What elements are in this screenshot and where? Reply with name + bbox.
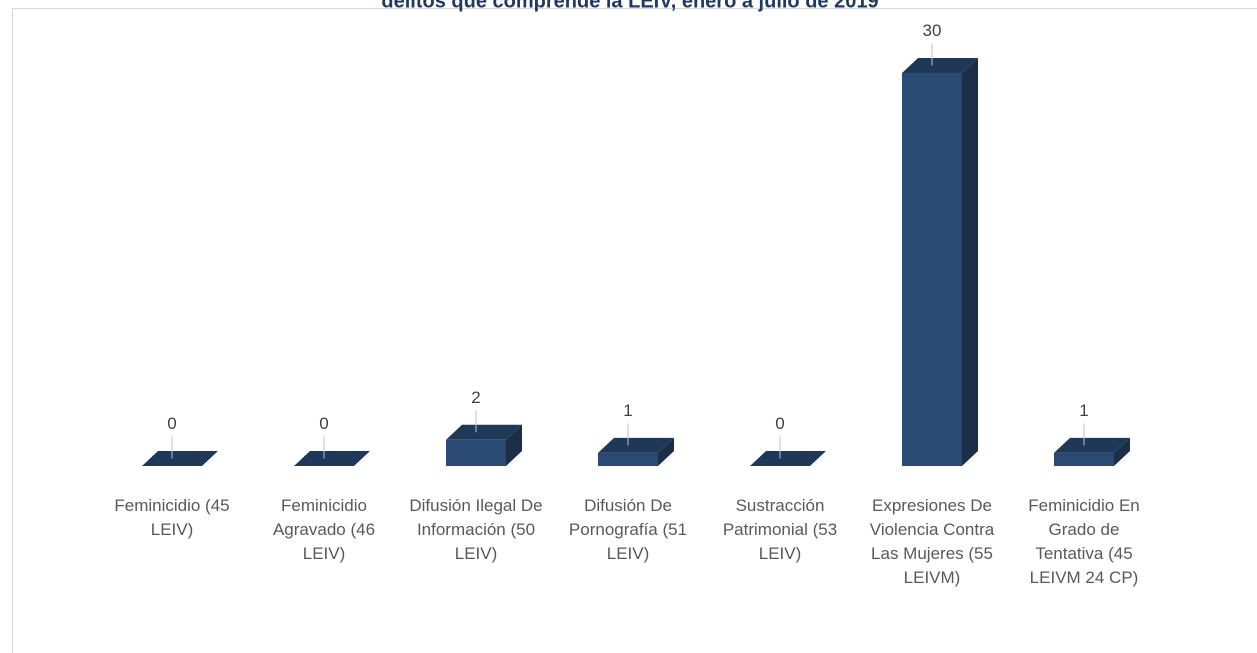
value-label: 1	[1079, 401, 1088, 420]
bar-front	[1054, 452, 1114, 466]
bar-side	[506, 424, 522, 466]
bar-top	[446, 424, 522, 440]
bar-front	[902, 73, 962, 466]
bar-side	[1114, 437, 1130, 466]
bar-top	[598, 437, 674, 453]
bar	[294, 451, 370, 466]
bar	[750, 451, 826, 466]
value-label: 0	[319, 414, 328, 433]
x-tick-label: Feminicidio En Grado de Tentativa (45 LE…	[1028, 496, 1140, 587]
bar-front	[446, 439, 506, 466]
x-tick-label: Expresiones De Violencia Contra Las Muje…	[869, 496, 995, 587]
bar	[1054, 437, 1130, 466]
chart-title: delitos que comprende la LEIV, enero a j…	[381, 0, 878, 12]
x-tick-label: Difusión Ilegal De Información (50 LEIV)	[409, 496, 543, 563]
value-label: 0	[167, 414, 176, 433]
bar-top	[142, 451, 218, 466]
bar-top	[1054, 437, 1130, 453]
bar	[446, 424, 522, 466]
bar-top	[902, 58, 978, 73]
bar-side	[658, 437, 674, 466]
x-tick-label: Difusión De Pornografía (51 LEIV)	[568, 496, 688, 563]
value-label: 1	[623, 401, 632, 420]
bar	[142, 451, 218, 466]
bar-top	[750, 451, 826, 466]
value-label: 0	[775, 414, 784, 433]
x-tick-label: Sustracción Patrimonial (53 LEIV)	[722, 496, 838, 563]
x-tick-label: Feminicidio Agravado (46 LEIV)	[272, 496, 376, 563]
x-tick-label: Feminicidio (45 LEIV)	[114, 496, 230, 539]
bar-top	[294, 451, 370, 466]
value-label: 30	[923, 21, 942, 40]
bar-side	[962, 58, 978, 466]
bar-front	[598, 452, 658, 466]
bar	[598, 437, 674, 466]
value-label: 2	[471, 388, 480, 407]
bar	[902, 58, 978, 466]
